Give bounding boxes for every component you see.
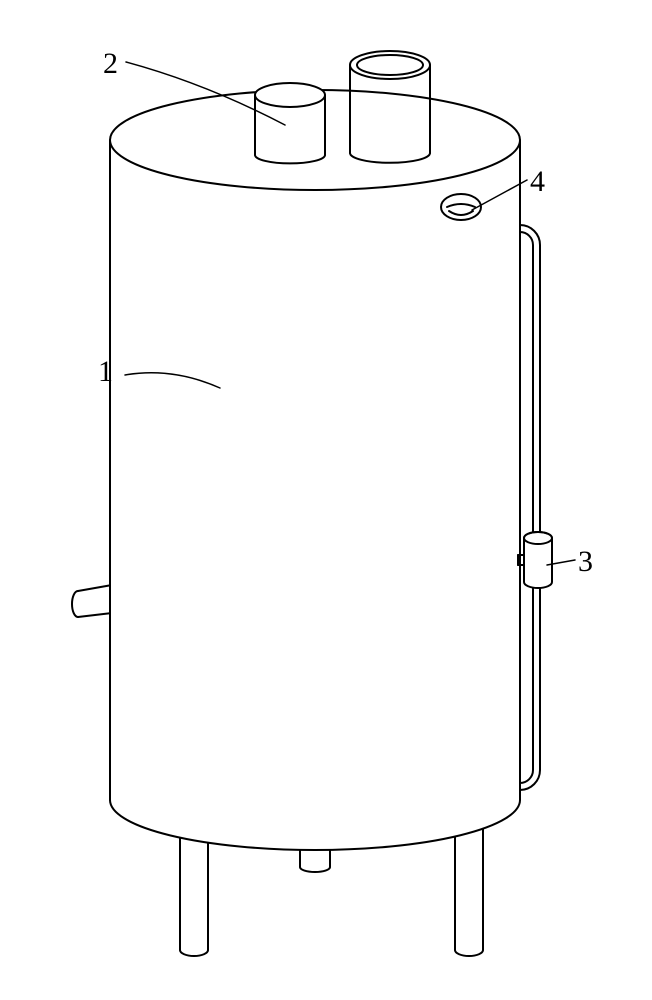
callout-4: 4 [530, 165, 545, 199]
diagram-container: { "labels": { "l1": { "text": "1", "font… [0, 0, 652, 1000]
callout-3: 3 [578, 545, 593, 579]
callout-1: 1 [98, 355, 113, 389]
tank-drawing [0, 0, 652, 1000]
callout-2: 2 [103, 47, 118, 81]
